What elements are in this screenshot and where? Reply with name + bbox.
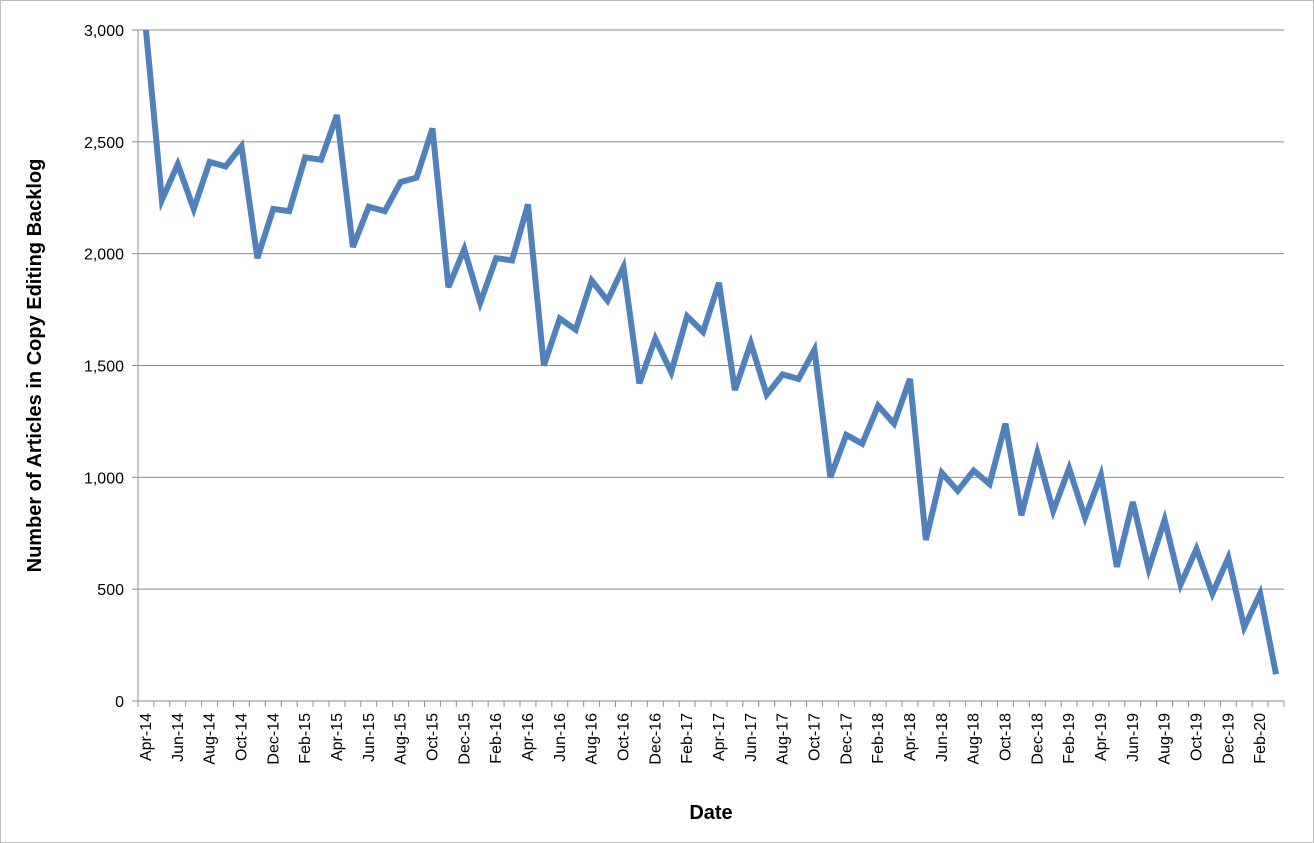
x-tick-label: Oct-15 [424,713,441,761]
y-tick-label: 1,000 [84,470,124,487]
x-tick-label: Jun-17 [743,713,760,762]
x-tick-label: Jun-14 [170,713,187,762]
x-tick-label: Feb-15 [297,713,314,764]
x-tick-label: Dec-18 [1029,713,1046,765]
x-tick-label: Oct-19 [1188,713,1205,761]
y-tick-label: 2,500 [84,135,124,152]
y-tick-label: 3,000 [84,23,124,40]
x-tick-label: Jun-16 [552,713,569,762]
x-tick-label: Feb-17 [679,713,696,764]
x-tick-label: Dec-17 [838,713,855,765]
x-tick-label: Apr-16 [520,713,537,761]
x-tick-label: Oct-16 [615,713,632,761]
x-tick-label: Jun-19 [1125,713,1142,762]
x-tick-label: Apr-19 [1093,713,1110,761]
y-tick-label: 500 [97,582,124,599]
x-tick-label: Feb-19 [1061,713,1078,764]
x-tick-label: Jun-18 [934,713,951,762]
x-tick-label: Apr-15 [329,713,346,761]
x-tick-label: Oct-17 [806,713,823,761]
y-tick-label: 0 [115,694,124,711]
x-tick-label: Jun-15 [361,713,378,762]
y-tick-label: 2,000 [84,247,124,264]
y-tick-label: 1,500 [84,359,124,376]
x-axis-tick-labels: Apr-14 Jun-14 Aug-14 Oct-14 Dec-14 Feb-15 Apr-… [138,713,1269,765]
y-axis-title: Number of Articles in Copy Editing Backl… [24,159,46,573]
x-tick-label: Aug-15 [393,713,410,765]
x-tick-label: Dec-14 [265,713,282,765]
x-tick-label: Dec-15 [456,713,473,765]
x-tick-label: Apr-17 [711,713,728,761]
axes [132,29,1285,707]
x-tick-label: Aug-14 [202,713,219,765]
series-layer [142,29,1279,675]
x-tick-label: Apr-14 [138,713,155,761]
x-tick-label: Feb-16 [488,713,505,764]
x-tick-label: Dec-16 [647,713,664,765]
x-tick-label: Apr-18 [902,713,919,761]
x-tick-label: Aug-16 [584,713,601,765]
x-tick-label: Aug-18 [966,713,983,765]
series-line [142,29,1279,675]
x-tick-label: Aug-19 [1157,713,1174,765]
x-tick-label: Oct-14 [233,713,250,761]
x-axis-title: Date [689,802,732,824]
x-tick-label: Feb-20 [1252,713,1269,764]
x-tick-label: Aug-17 [775,713,792,765]
x-tick-label: Feb-18 [870,713,887,764]
x-tick-label: Oct-18 [997,713,1014,761]
y-axis-tick-labels: 0 500 1,000 1,500 2,000 2,500 3,000 [84,23,124,711]
x-tick-label: Dec-19 [1220,713,1237,765]
